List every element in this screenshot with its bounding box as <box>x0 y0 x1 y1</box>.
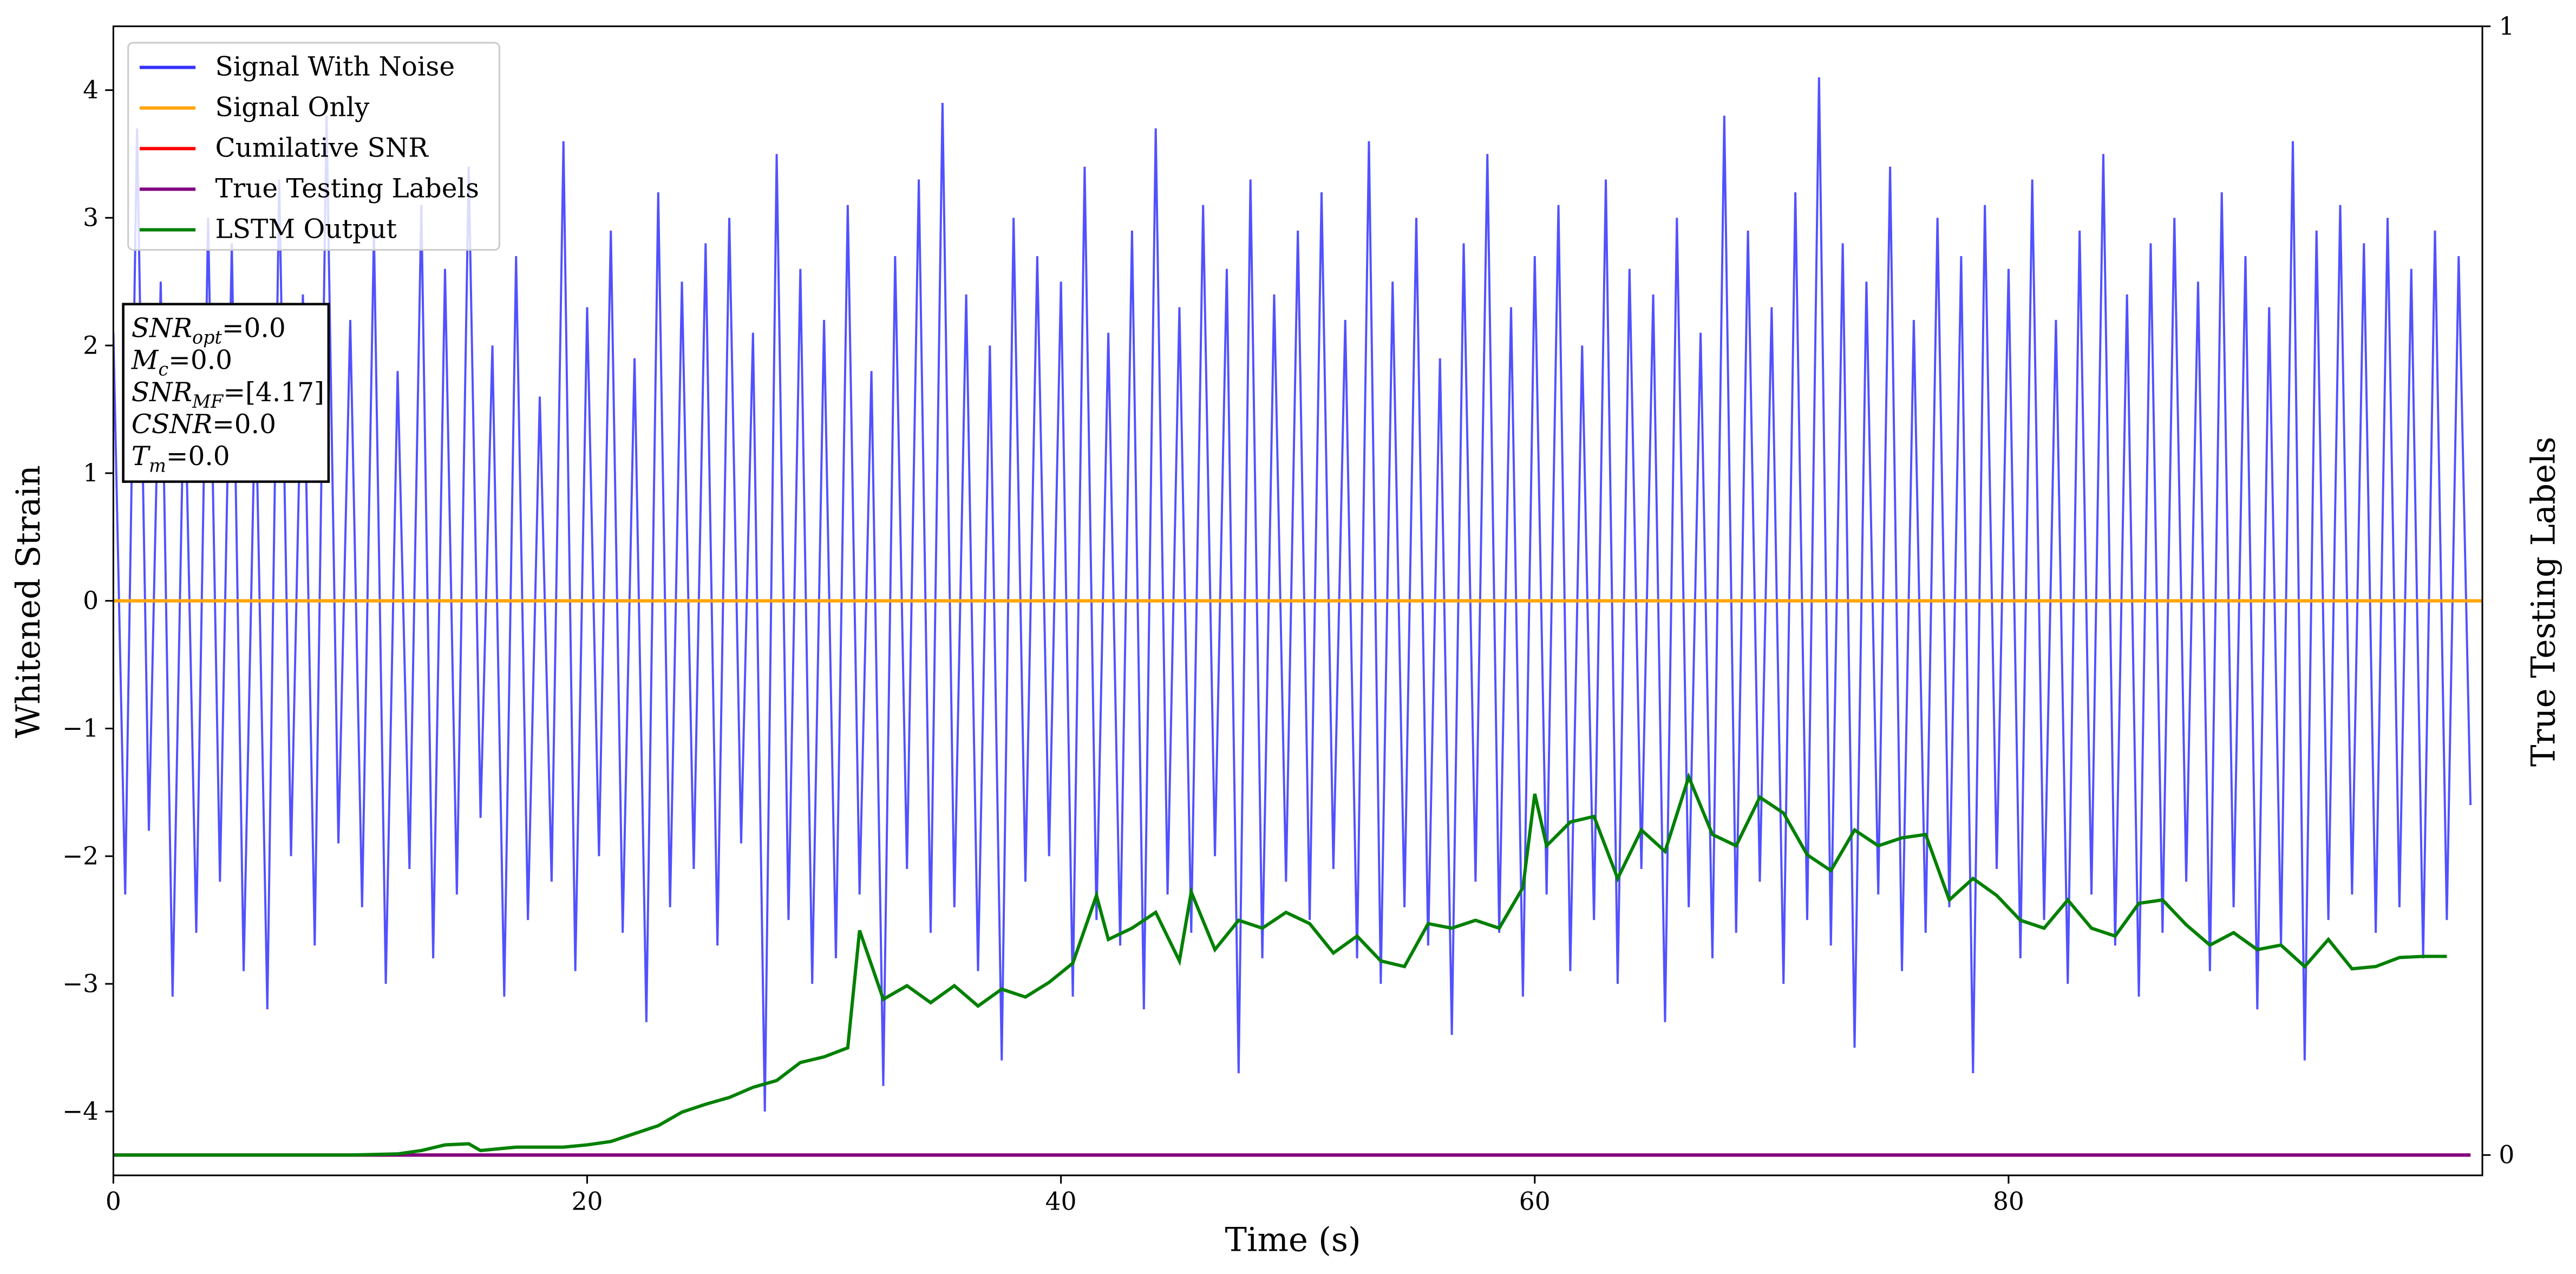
annotation-text: =[4.17] <box>223 377 324 408</box>
y-tick-label: 2 <box>83 331 99 360</box>
annotation-text: =0.0 <box>222 313 286 343</box>
y-tick-label: 1 <box>83 459 99 487</box>
legend-label: Signal With Noise <box>215 52 455 82</box>
legend-label: LSTM Output <box>215 214 397 245</box>
annotation-line: Mc=0.0 <box>131 345 232 380</box>
y-tick-label: −2 <box>62 841 99 870</box>
annotation-line: SNRMF=[4.17] <box>132 377 324 412</box>
annotation-math: M <box>131 345 159 376</box>
y2-tick-label: 0 <box>2499 1140 2514 1169</box>
x-tick-label: 40 <box>1045 1187 1077 1216</box>
annotation-text: =0.0 <box>166 441 230 472</box>
annotation-box <box>122 303 330 483</box>
annotation-text: =0.0 <box>212 409 276 440</box>
series-line <box>113 772 2447 1157</box>
x-tick-label: 60 <box>1519 1187 1551 1216</box>
x-tick-label: 0 <box>106 1187 121 1216</box>
annotation-line: SNRopt=0.0 <box>132 313 286 348</box>
y2-tick-label: 1 <box>2499 12 2514 41</box>
legend-box <box>127 42 500 251</box>
annotation-math: T <box>132 441 151 472</box>
series-line <box>113 77 2472 1112</box>
y-tick-label: −1 <box>62 714 99 743</box>
annotation-line: CSNR=0.0 <box>132 409 276 440</box>
annotation-line: Tm=0.0 <box>132 441 230 476</box>
y-tick-label: 4 <box>83 76 99 104</box>
annotation-sub: c <box>158 359 168 380</box>
annotation-sub: MF <box>192 391 224 412</box>
y-tick-label: 0 <box>83 586 99 615</box>
x-axis-label: Time (s) <box>1225 1221 1361 1259</box>
annotation-sub: m <box>149 455 166 476</box>
y-axis-label: Whitened Strain <box>10 465 48 738</box>
annotation-text: =0.0 <box>168 345 232 376</box>
legend-label: Signal Only <box>215 93 370 123</box>
legend-label: True Testing Labels <box>215 174 479 204</box>
annotation-math: CSNR <box>132 409 212 440</box>
y-tick-label: −4 <box>62 1097 99 1126</box>
y2-axis-label: True Testing Labels <box>2525 436 2563 767</box>
annotation-math: SNR <box>132 377 192 408</box>
y-tick-label: −3 <box>62 969 99 998</box>
annotation-math: SNR <box>132 313 192 343</box>
annotation-sub: opt <box>192 327 222 348</box>
legend-label: Cumilative SNR <box>215 133 429 164</box>
x-tick-label: 20 <box>572 1187 603 1216</box>
y-tick-label: 3 <box>83 203 99 232</box>
x-tick-label: 80 <box>1993 1187 2024 1216</box>
